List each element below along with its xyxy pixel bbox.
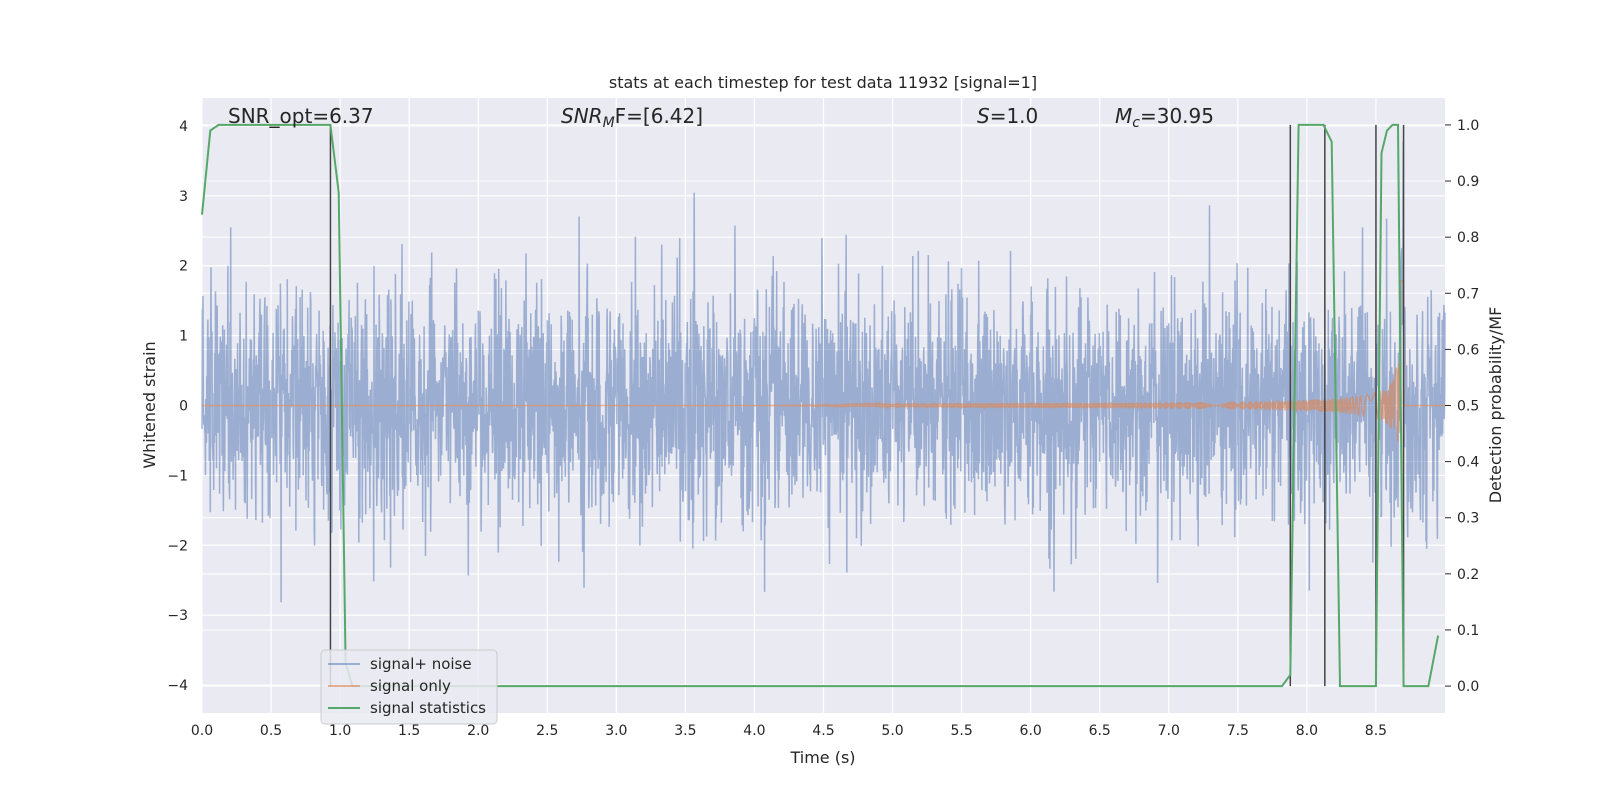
y-left-tick-label: 4 (179, 119, 188, 135)
y-right-tick-label: 1.0 (1457, 118, 1479, 134)
series-signal-only (202, 280, 1445, 442)
x-tick-label: 5.0 (881, 723, 903, 739)
x-tick-label: 6.0 (1020, 723, 1042, 739)
x-tick-label: 4.5 (812, 723, 834, 739)
annotation-s-value: =1.0 (990, 104, 1039, 128)
vertical-markers (329, 124, 1405, 687)
y-right-tick-label: 0.6 (1457, 342, 1479, 358)
x-axis-ticks: 0.0 0.5 1.0 1.5 2.0 2.5 3.0 3.5 4.0 4.5 5.0 5.5 6.0 6… (191, 723, 1387, 739)
line-signal-noise (201, 141, 1446, 603)
series-signal-noise (201, 141, 1446, 603)
annotation-snr-mf-suffix: F=[6.42] (615, 104, 703, 128)
y-right-tick-label: 0.8 (1457, 230, 1479, 246)
x-tick-label: 8.5 (1365, 723, 1387, 739)
x-tick-label: 7.5 (1227, 723, 1249, 739)
y-right-tick-label: 0.7 (1457, 286, 1479, 302)
x-tick-label: 1.0 (329, 723, 351, 739)
x-tick-label: 1.5 (398, 723, 420, 739)
legend-label-signal-noise: signal+ noise (370, 655, 472, 673)
y-axis-left-label: Whitened strain (140, 341, 159, 468)
annotation-mc-var: M (1115, 104, 1132, 128)
x-tick-label: 0.0 (191, 723, 213, 739)
x-tick-label: 2.5 (536, 723, 558, 739)
legend-label-signal-statistics: signal statistics (370, 699, 486, 717)
x-tick-label: 5.5 (950, 723, 972, 739)
y-left-tick-label: −1 (167, 468, 188, 484)
y-right-tick-label: 0.5 (1457, 399, 1479, 415)
y-left-tick-label: 3 (179, 189, 188, 205)
x-tick-label: 3.0 (605, 723, 627, 739)
y-axis-right-label: Detection probability/MF (1486, 307, 1505, 504)
y-left-tick-label: −2 (167, 538, 188, 554)
x-tick-label: 7.0 (1158, 723, 1180, 739)
y-left-tick-label: 2 (179, 259, 188, 275)
x-tick-label: 3.5 (674, 723, 696, 739)
legend-box (320, 649, 498, 725)
annotation-s-var: S (977, 104, 990, 128)
y-right-tick-label: 0.1 (1457, 623, 1479, 639)
x-tick-label: 8.0 (1296, 723, 1318, 739)
annotation-snr-mf-prefix: SNR (561, 104, 603, 128)
y-axis-right-ticks: 0.0 0.1 0.2 0.3 0.4 0.5 0.6 0.7 0.8 0.9 1.0 (1445, 118, 1479, 695)
x-tick-label: 4.0 (743, 723, 765, 739)
x-tick-label: 0.5 (260, 723, 282, 739)
x-axis-label: Time (s) (789, 748, 855, 767)
y-right-tick-label: 0.0 (1457, 679, 1479, 695)
annotation-mc-sub: c (1132, 115, 1140, 131)
y-left-tick-label: 0 (179, 399, 188, 415)
y-right-tick-label: 0.2 (1457, 567, 1479, 583)
annotation-snr-mf: SNRMF=[6.42] (561, 104, 703, 131)
annotation-mc: Mc=30.95 (1115, 104, 1214, 131)
line-signal-statistics (201, 123, 1440, 688)
annotation-s: S=1.0 (977, 104, 1038, 128)
series-signal-statistics (201, 123, 1440, 688)
annotation-snr-mf-sub: M (603, 115, 615, 131)
chart-title: stats at each timestep for test data 119… (609, 73, 1037, 92)
y-left-tick-label: −4 (167, 678, 188, 694)
annotation-snr-opt: SNR_opt=6.37 (228, 104, 374, 128)
y-right-tick-label: 0.4 (1457, 455, 1479, 471)
line-signal-only (202, 280, 1445, 442)
y-right-tick-label: 0.3 (1457, 511, 1479, 527)
x-tick-label: 2.0 (467, 723, 489, 739)
y-left-tick-label: 1 (179, 329, 188, 345)
y-right-tick-label: 0.9 (1457, 174, 1479, 190)
legend-label-signal-only: signal only (370, 677, 451, 695)
y-axis-left-ticks: −4 −3 −2 −1 0 1 2 3 4 (167, 119, 188, 694)
annotation-mc-value: =30.95 (1140, 104, 1214, 128)
legend: signal+ noise signal only signal statist… (320, 649, 498, 725)
y-left-tick-label: −3 (167, 608, 188, 624)
x-tick-label: 6.5 (1089, 723, 1111, 739)
